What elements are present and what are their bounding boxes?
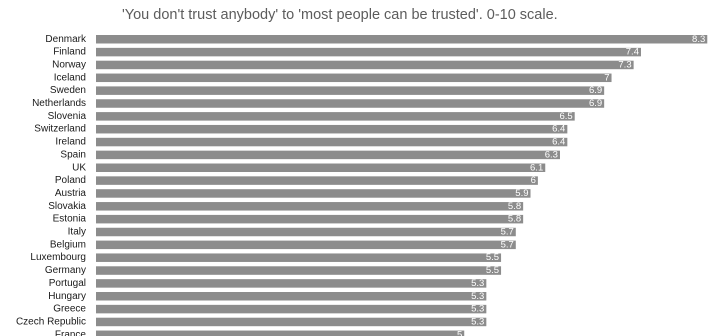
value-label-ireland: 6.4 bbox=[552, 137, 565, 148]
category-label-uk: UK bbox=[72, 162, 86, 173]
category-label-czech-republic: Czech Republic bbox=[16, 316, 86, 327]
value-label-italy: 5.7 bbox=[501, 227, 514, 238]
value-label-poland: 6 bbox=[531, 175, 536, 186]
category-label-luxembourg: Luxembourg bbox=[30, 252, 86, 263]
category-label-spain: Spain bbox=[60, 149, 86, 160]
category-label-norway: Norway bbox=[52, 59, 86, 70]
bar-spain bbox=[96, 150, 560, 160]
chart-title: 'You don't trust anybody' to 'most peopl… bbox=[122, 7, 558, 23]
bar-austria bbox=[96, 189, 531, 198]
value-label-austria: 5.9 bbox=[515, 188, 528, 199]
value-label-finland: 7.4 bbox=[626, 47, 639, 58]
category-label-switzerland: Switzerland bbox=[34, 124, 86, 135]
bar-poland bbox=[96, 176, 538, 185]
bar-slovakia bbox=[96, 202, 524, 211]
value-label-slovakia: 5.8 bbox=[508, 201, 521, 212]
value-label-switzerland: 6.4 bbox=[552, 124, 565, 135]
value-label-slovenia: 6.5 bbox=[559, 111, 572, 122]
value-label-greece: 5.3 bbox=[471, 304, 484, 315]
bar-norway bbox=[96, 60, 634, 70]
value-label-spain: 6.3 bbox=[545, 149, 558, 160]
bar-italy bbox=[96, 227, 516, 237]
category-label-sweden: Sweden bbox=[50, 85, 86, 96]
value-label-germany: 5.5 bbox=[486, 265, 499, 276]
bar-luxembourg bbox=[96, 253, 502, 262]
value-label-hungary: 5.3 bbox=[471, 291, 484, 302]
category-label-netherlands: Netherlands bbox=[32, 98, 86, 109]
value-label-netherlands: 6.9 bbox=[589, 98, 602, 109]
value-label-denmark: 8.3 bbox=[692, 34, 705, 45]
category-label-slovakia: Slovakia bbox=[48, 201, 86, 212]
bar-netherlands bbox=[96, 99, 605, 108]
bar-uk bbox=[96, 163, 546, 172]
category-label-poland: Poland bbox=[55, 175, 86, 186]
bar-slovenia bbox=[96, 112, 575, 121]
value-label-czech-republic: 5.3 bbox=[471, 316, 484, 327]
value-label-luxembourg: 5.5 bbox=[486, 252, 499, 263]
bar-belgium bbox=[96, 240, 516, 250]
value-label-france: 5 bbox=[457, 329, 462, 336]
category-label-greece: Greece bbox=[53, 304, 86, 315]
category-label-austria: Austria bbox=[55, 188, 87, 199]
bar-france bbox=[96, 330, 465, 336]
category-label-italy: Italy bbox=[68, 227, 86, 238]
bar-greece bbox=[96, 304, 487, 314]
bar-finland bbox=[96, 47, 641, 57]
bar-ireland bbox=[96, 137, 568, 147]
bar-denmark bbox=[96, 35, 708, 44]
value-label-estonia: 5.8 bbox=[508, 214, 521, 225]
category-label-ireland: Ireland bbox=[55, 137, 86, 148]
bar-germany bbox=[96, 266, 502, 275]
category-label-germany: Germany bbox=[45, 265, 86, 276]
category-label-france: France bbox=[55, 329, 87, 336]
category-label-portugal: Portugal bbox=[49, 278, 86, 289]
bar-sweden bbox=[96, 86, 605, 95]
category-label-belgium: Belgium bbox=[50, 239, 86, 250]
bar-switzerland bbox=[96, 124, 568, 134]
value-label-iceland: 7 bbox=[604, 72, 609, 83]
value-label-norway: 7.3 bbox=[618, 59, 631, 70]
category-label-hungary: Hungary bbox=[48, 291, 86, 302]
category-label-iceland: Iceland bbox=[54, 72, 86, 83]
category-label-estonia: Estonia bbox=[53, 214, 87, 225]
bar-czech-republic bbox=[96, 317, 487, 327]
value-label-sweden: 6.9 bbox=[589, 85, 602, 96]
category-label-finland: Finland bbox=[53, 47, 86, 58]
value-label-portugal: 5.3 bbox=[471, 278, 484, 289]
category-label-denmark: Denmark bbox=[45, 34, 87, 45]
bar-hungary bbox=[96, 292, 487, 301]
value-label-uk: 6.1 bbox=[530, 162, 543, 173]
bar-estonia bbox=[96, 214, 524, 224]
bar-iceland bbox=[96, 73, 612, 83]
category-label-slovenia: Slovenia bbox=[48, 111, 87, 122]
value-label-belgium: 5.7 bbox=[501, 239, 514, 250]
bar-portugal bbox=[96, 279, 487, 288]
